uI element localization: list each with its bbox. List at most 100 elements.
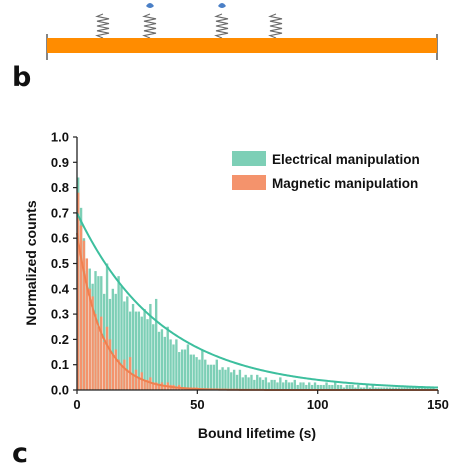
bar-electrical <box>388 387 392 390</box>
bar-magnetic <box>152 382 155 390</box>
legend-label-magnetic: Magnetic manipulation <box>272 176 418 191</box>
bead-icon <box>146 3 154 8</box>
bar-magnetic <box>82 240 86 390</box>
bar-electrical <box>368 387 372 390</box>
bar-electrical <box>209 364 213 390</box>
bar-electrical <box>328 384 331 390</box>
x-tick-label: 0 <box>73 397 80 412</box>
bar-electrical <box>204 359 207 390</box>
bar-electrical <box>212 364 216 390</box>
bar-electrical <box>325 382 328 390</box>
bar-electrical <box>394 387 398 390</box>
bar-magnetic <box>117 359 120 390</box>
bead-icon <box>218 3 226 8</box>
bar-electrical <box>183 349 187 390</box>
bar-electrical <box>380 387 383 390</box>
bar-magnetic <box>157 384 161 390</box>
bar-electrical <box>267 382 270 390</box>
bar-electrical <box>345 384 348 390</box>
bar-electrical <box>224 369 227 390</box>
surface-schematic <box>46 3 438 60</box>
tether-spring <box>142 13 157 39</box>
bar-electrical <box>308 382 311 390</box>
bar-electrical <box>429 387 432 390</box>
bar-electrical <box>403 387 406 390</box>
bar-electrical <box>391 387 395 390</box>
bar-electrical <box>293 379 296 390</box>
bar-electrical <box>342 387 346 390</box>
bar-electrical <box>192 354 195 390</box>
bar-electrical <box>354 387 357 390</box>
bar-electrical <box>414 387 418 390</box>
legend: Electrical manipulation Magnetic manipul… <box>232 151 420 191</box>
bar-magnetic <box>108 339 112 390</box>
bar-magnetic <box>111 354 115 390</box>
bar-electrical <box>253 379 256 390</box>
axes: 0.0 0.1 0.2 0.3 0.4 0.5 0.6 0.7 0.8 0.9 1.0 0 50 100 1… <box>51 130 449 413</box>
bar-electrical <box>120 286 123 390</box>
bar-electrical <box>178 352 181 390</box>
bar-electrical <box>189 354 192 390</box>
y-tick-label: 0.5 <box>51 256 69 271</box>
bar-electrical <box>316 384 320 390</box>
fit-curve-electrical <box>76 212 439 389</box>
bar-electrical <box>287 382 291 390</box>
bar-magnetic <box>140 372 143 390</box>
bar-electrical <box>258 377 262 390</box>
bar-electrical <box>417 387 421 390</box>
tether-spring <box>268 13 283 39</box>
bar-magnetic <box>146 379 149 390</box>
bar-magnetic <box>91 296 94 390</box>
bar-electrical <box>386 387 389 390</box>
bar-electrical <box>221 367 224 390</box>
bar-electrical <box>235 374 239 390</box>
bar-electrical <box>195 357 198 390</box>
bar-electrical <box>250 374 253 390</box>
bar-electrical <box>282 382 285 390</box>
y-tick-label: 0.7 <box>51 205 69 220</box>
bar-electrical <box>423 387 426 390</box>
bar-electrical <box>227 367 230 390</box>
bar-electrical <box>322 384 325 390</box>
bar-electrical <box>397 387 400 390</box>
bar-electrical <box>215 359 218 390</box>
bar-electrical <box>305 384 308 390</box>
bar-electrical <box>218 369 221 390</box>
bar-electrical <box>296 384 299 390</box>
bar-electrical <box>180 349 184 390</box>
bar-magnetic <box>100 316 103 390</box>
bar-electrical <box>351 384 354 390</box>
bar-magnetic <box>102 341 106 390</box>
bar-electrical <box>154 298 158 390</box>
bar-electrical <box>426 387 429 390</box>
bar-electrical <box>117 276 120 390</box>
x-axis-label: Bound lifetime (s) <box>198 425 316 441</box>
bar-electrical <box>241 377 244 390</box>
bar-electrical <box>160 329 164 390</box>
bar-electrical <box>400 387 403 390</box>
bar-electrical <box>360 387 363 390</box>
histogram-chart: 0.0 0.1 0.2 0.3 0.4 0.5 0.6 0.7 0.8 0.9 1.0 0 50 100 1… <box>23 130 449 442</box>
bar-magnetic <box>120 364 123 390</box>
bar-electrical <box>319 384 322 390</box>
y-tick-label: 0.6 <box>51 231 69 246</box>
bar-magnetic <box>154 382 158 390</box>
bar-electrical <box>198 359 201 390</box>
panel-label-c: c <box>12 438 28 469</box>
bar-electrical <box>131 303 135 390</box>
bar-electrical <box>230 372 233 390</box>
y-tick-label: 0.0 <box>51 383 69 398</box>
bar-electrical <box>406 387 409 390</box>
bar-magnetic <box>163 384 167 390</box>
y-tick-label: 0.9 <box>51 155 69 170</box>
bar-electrical <box>137 311 141 390</box>
bar-electrical <box>186 344 190 390</box>
bar-electrical <box>348 384 351 390</box>
bar-magnetic <box>88 288 91 390</box>
bar-electrical <box>149 303 152 390</box>
bar-electrical <box>264 377 268 390</box>
y-tick-label: 1.0 <box>51 130 69 145</box>
y-tick-label: 0.2 <box>51 332 69 347</box>
bar-electrical <box>412 387 415 390</box>
bar-electrical <box>339 384 343 390</box>
